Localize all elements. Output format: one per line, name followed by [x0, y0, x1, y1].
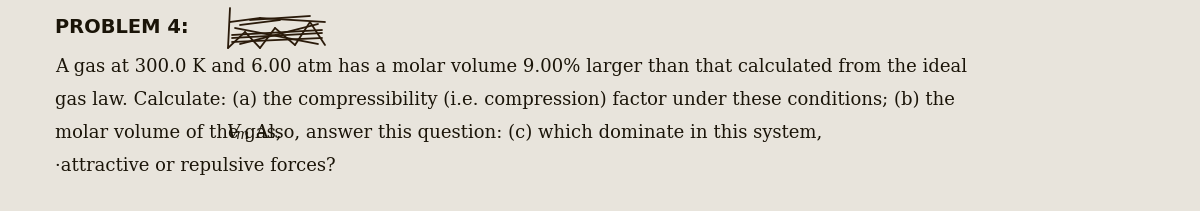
Text: m: m	[235, 128, 248, 142]
Text: molar volume of the gas,: molar volume of the gas,	[55, 124, 287, 142]
Text: . Also, answer this question: (c) which dominate in this system,: . Also, answer this question: (c) which …	[244, 124, 822, 142]
Text: V: V	[227, 124, 239, 142]
Text: ·attractive or repulsive forces?: ·attractive or repulsive forces?	[55, 157, 336, 175]
Text: A gas at 300.0 K and 6.00 atm has a molar volume 9.00% larger than that calculat: A gas at 300.0 K and 6.00 atm has a mola…	[55, 58, 967, 76]
Text: PROBLEM 4:: PROBLEM 4:	[55, 18, 188, 37]
Text: gas law. Calculate: (a) the compressibility (i.e. compression) factor under thes: gas law. Calculate: (a) the compressibil…	[55, 91, 955, 109]
